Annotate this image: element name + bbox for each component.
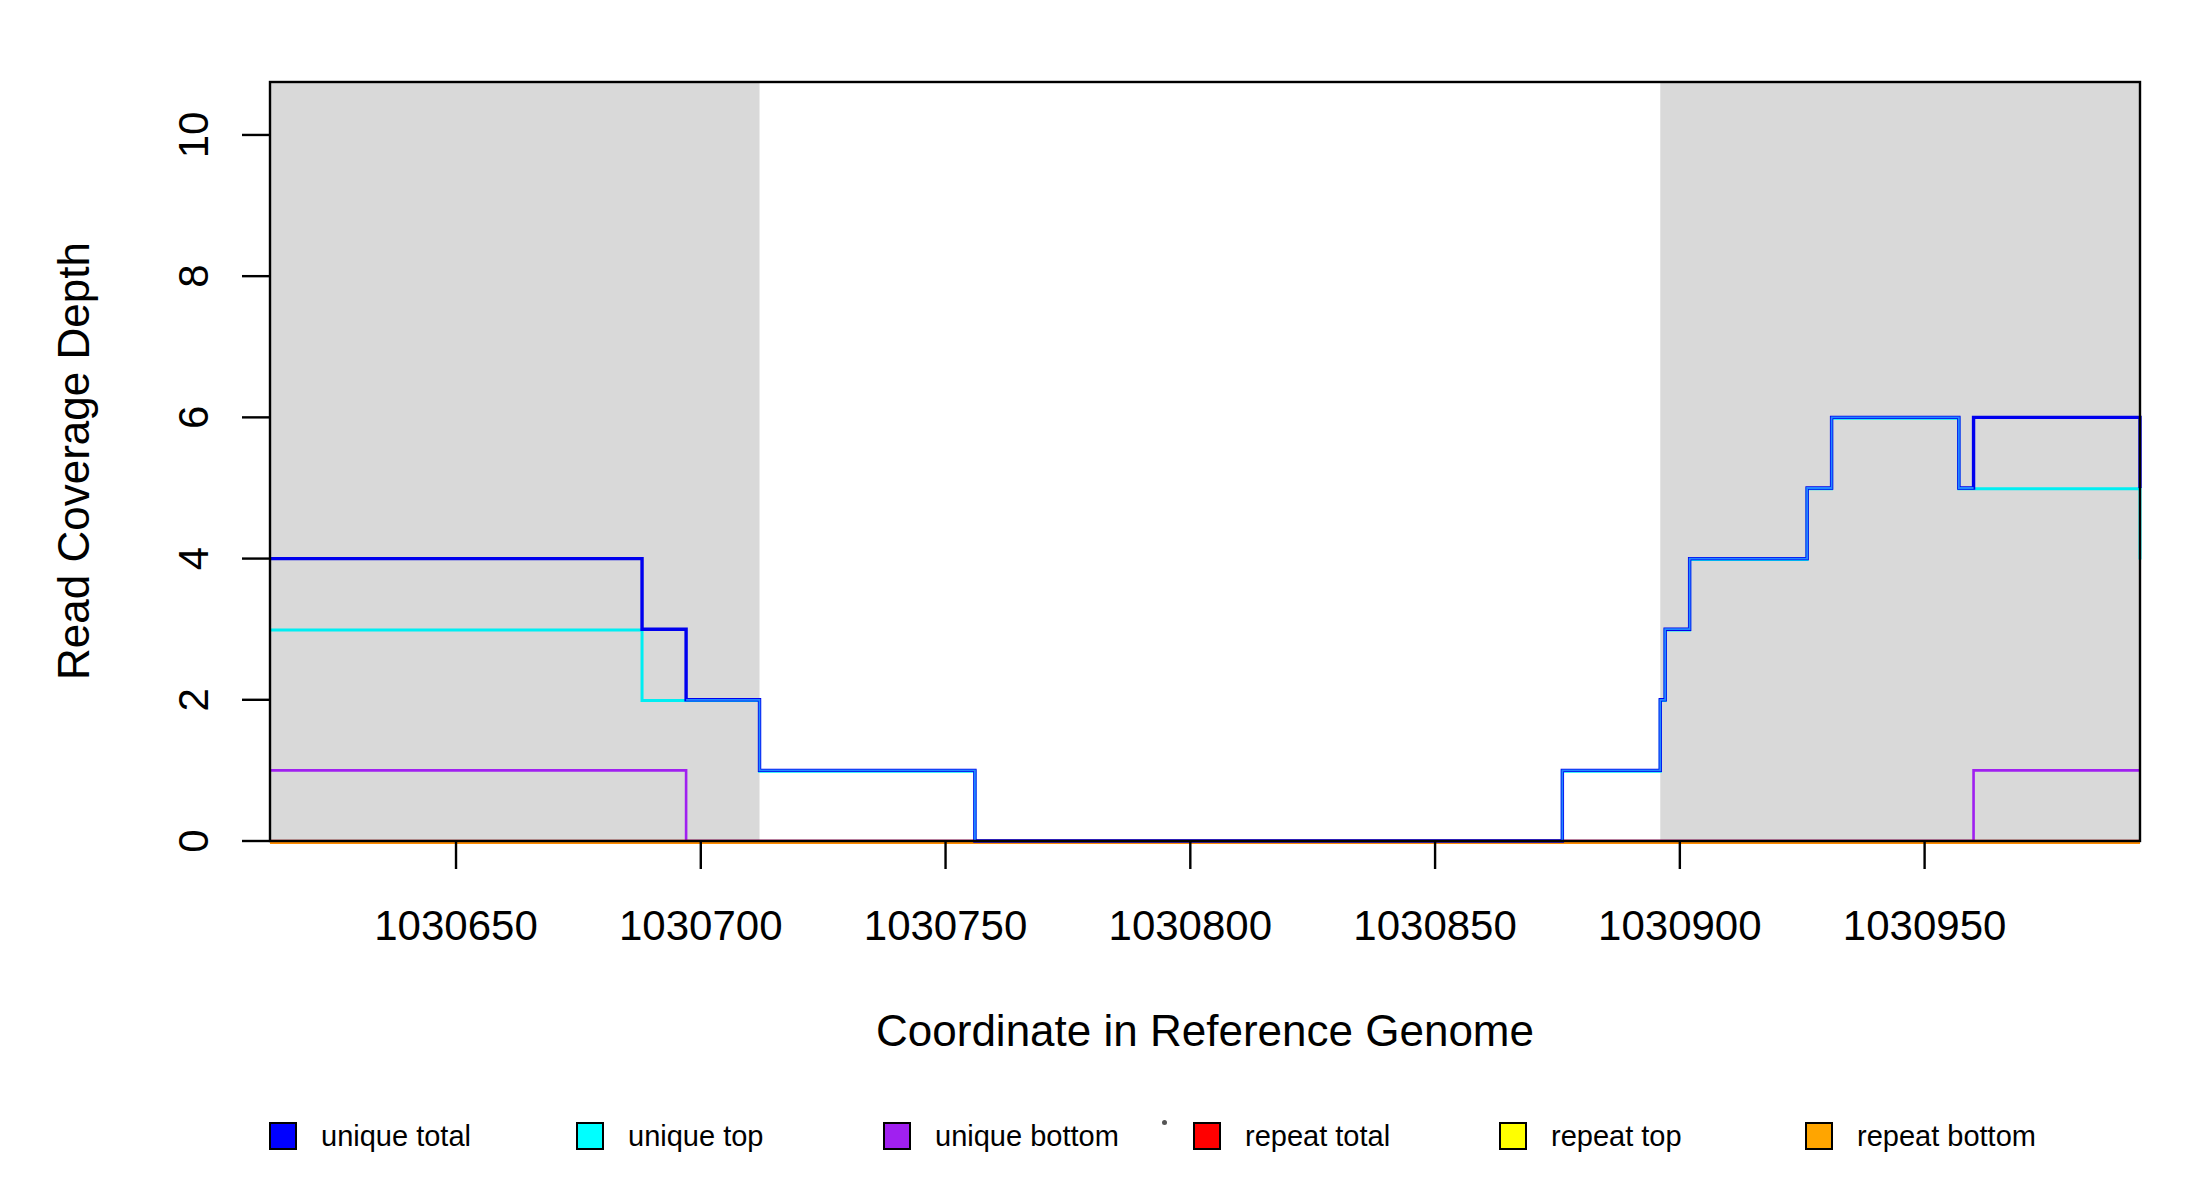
x-tick-label: 1030750 [864,902,1028,949]
x-tick-label: 1030850 [1353,902,1517,949]
x-axis-title: Coordinate in Reference Genome [270,1006,2140,1056]
shaded-region [1660,82,2140,841]
y-axis-title: Read Coverage Depth [50,61,98,861]
y-tick-label: 2 [170,688,217,711]
x-tick-label: 1030900 [1598,902,1762,949]
y-tick-label: 6 [170,406,217,429]
y-tick-label: 8 [170,264,217,287]
x-tick-label: 1030950 [1843,902,2007,949]
x-tick-label: 1030650 [374,902,538,949]
coverage-plot-figure: 1030650 1030700 1030750 1030800 1030850 10309… [0,0,2200,1200]
shaded-region [270,82,760,841]
stray-dot-artifact [1162,1120,1167,1125]
y-tick-label: 10 [170,112,217,159]
x-tick-label: 1030700 [619,902,783,949]
y-tick-label: 0 [170,829,217,852]
x-tick-label: 1030800 [1109,902,1273,949]
y-tick-label: 4 [170,547,217,570]
